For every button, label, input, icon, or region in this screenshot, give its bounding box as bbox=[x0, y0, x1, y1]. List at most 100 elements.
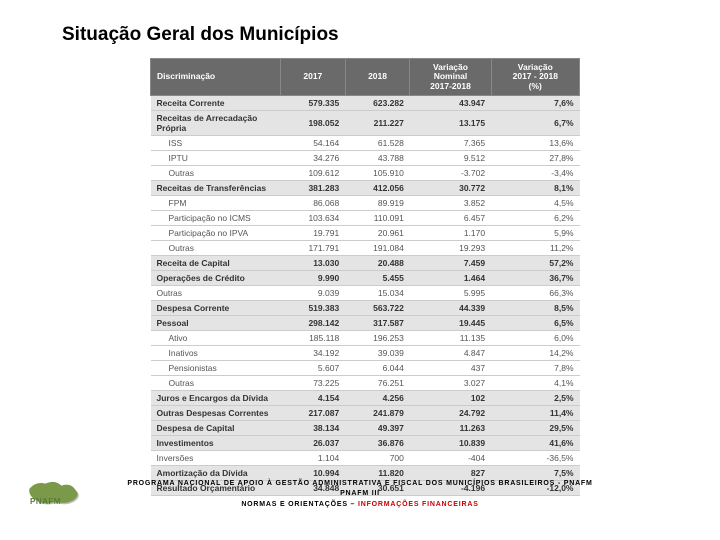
table-cell: 700 bbox=[345, 451, 410, 466]
table-cell: 10.839 bbox=[410, 436, 491, 451]
table-cell: Participação no IPVA bbox=[151, 226, 281, 241]
table-row: IPTU34.27643.7889.51227,8% bbox=[151, 151, 580, 166]
table-cell: 11.135 bbox=[410, 331, 491, 346]
table-cell: 1.170 bbox=[410, 226, 491, 241]
table-cell: 6,5% bbox=[491, 316, 579, 331]
table-cell: 241.879 bbox=[345, 406, 410, 421]
table-cell: Outras bbox=[151, 241, 281, 256]
table-cell: 2,5% bbox=[491, 391, 579, 406]
table-cell: 86.068 bbox=[281, 196, 346, 211]
table-cell: 34.192 bbox=[281, 346, 346, 361]
table-cell: 196.253 bbox=[345, 331, 410, 346]
table-cell: ISS bbox=[151, 136, 281, 151]
table-cell: 4,5% bbox=[491, 196, 579, 211]
table-row: Receita Corrente579.335623.28243.9477,6% bbox=[151, 96, 580, 111]
table-cell: 1.464 bbox=[410, 271, 491, 286]
table-cell: 185.118 bbox=[281, 331, 346, 346]
table-cell: 13.175 bbox=[410, 111, 491, 136]
table-cell: -3.702 bbox=[410, 166, 491, 181]
table-cell: FPM bbox=[151, 196, 281, 211]
table-cell: Receitas de Arrecadação Própria bbox=[151, 111, 281, 136]
table-row: Outras109.612105.910-3.702-3,4% bbox=[151, 166, 580, 181]
table-row: ISS54.16461.5287.36513,6% bbox=[151, 136, 580, 151]
table-cell: Investimentos bbox=[151, 436, 281, 451]
table-cell: 211.227 bbox=[345, 111, 410, 136]
table-cell: 437 bbox=[410, 361, 491, 376]
table-cell: 5,9% bbox=[491, 226, 579, 241]
table-cell: 41,6% bbox=[491, 436, 579, 451]
footer: PROGRAMA NACIONAL DE APOIO À GESTÃO ADMI… bbox=[0, 479, 720, 511]
table-cell: -404 bbox=[410, 451, 491, 466]
table-cell: Juros e Encargos da Dívida bbox=[151, 391, 281, 406]
table-cell: 14,2% bbox=[491, 346, 579, 361]
table-cell: 412.056 bbox=[345, 181, 410, 196]
table-cell: 20.961 bbox=[345, 226, 410, 241]
table-cell: Pensionistas bbox=[151, 361, 281, 376]
table-cell: Receita de Capital bbox=[151, 256, 281, 271]
table-cell: 217.087 bbox=[281, 406, 346, 421]
table-cell: 43.947 bbox=[410, 96, 491, 111]
table-cell: 171.791 bbox=[281, 241, 346, 256]
table-cell: 61.528 bbox=[345, 136, 410, 151]
table-cell: 563.722 bbox=[345, 301, 410, 316]
table-cell: Outras Despesas Correntes bbox=[151, 406, 281, 421]
table-cell: Outras bbox=[151, 286, 281, 301]
table-cell: 6,0% bbox=[491, 331, 579, 346]
table-row: Despesa de Capital38.13449.39711.26329,5… bbox=[151, 421, 580, 436]
table-row: Receitas de Arrecadação Própria198.05221… bbox=[151, 111, 580, 136]
table-cell: 8,1% bbox=[491, 181, 579, 196]
table-cell: 66,3% bbox=[491, 286, 579, 301]
table-cell: 11.263 bbox=[410, 421, 491, 436]
table-cell: Participação no ICMS bbox=[151, 211, 281, 226]
table-cell: 298.142 bbox=[281, 316, 346, 331]
table-cell: 6.457 bbox=[410, 211, 491, 226]
table-row: Outras Despesas Correntes217.087241.8792… bbox=[151, 406, 580, 421]
col-header: VariaçãoNominal2017-2018 bbox=[410, 59, 491, 96]
table-row: Pessoal298.142317.58719.4456,5% bbox=[151, 316, 580, 331]
table-cell: 5.995 bbox=[410, 286, 491, 301]
footer-line2: PNAFM III bbox=[0, 489, 720, 500]
table-row: Operações de Crédito9.9905.4551.46436,7% bbox=[151, 271, 580, 286]
finance-table: Discriminação20172018VariaçãoNominal2017… bbox=[150, 58, 580, 496]
table-cell: 11,4% bbox=[491, 406, 579, 421]
table-cell: 30.772 bbox=[410, 181, 491, 196]
table-cell: Despesa de Capital bbox=[151, 421, 281, 436]
table-cell: -36,5% bbox=[491, 451, 579, 466]
table-cell: 19.791 bbox=[281, 226, 346, 241]
table-cell: 19.445 bbox=[410, 316, 491, 331]
table-cell: 7.365 bbox=[410, 136, 491, 151]
table-row: Participação no ICMS103.634110.0916.4576… bbox=[151, 211, 580, 226]
table-cell: Outras bbox=[151, 166, 281, 181]
table-row: Ativo185.118196.25311.1356,0% bbox=[151, 331, 580, 346]
page-title: Situação Geral dos Municípios bbox=[62, 24, 339, 46]
table-cell: 4.847 bbox=[410, 346, 491, 361]
table-cell: 73.225 bbox=[281, 376, 346, 391]
table-cell: Outras bbox=[151, 376, 281, 391]
table-cell: 109.612 bbox=[281, 166, 346, 181]
table-cell: -3,4% bbox=[491, 166, 579, 181]
table-cell: 27,8% bbox=[491, 151, 579, 166]
table-cell: Pessoal bbox=[151, 316, 281, 331]
col-header: Discriminação bbox=[151, 59, 281, 96]
table-cell: 198.052 bbox=[281, 111, 346, 136]
table-cell: IPTU bbox=[151, 151, 281, 166]
table-cell: 7.459 bbox=[410, 256, 491, 271]
table-cell: 13,6% bbox=[491, 136, 579, 151]
table-row: FPM86.06889.9193.8524,5% bbox=[151, 196, 580, 211]
table-cell: 43.788 bbox=[345, 151, 410, 166]
table-cell: 9.039 bbox=[281, 286, 346, 301]
table-cell: 105.910 bbox=[345, 166, 410, 181]
table-cell: 38.134 bbox=[281, 421, 346, 436]
table-cell: 4,1% bbox=[491, 376, 579, 391]
table-cell: 13.030 bbox=[281, 256, 346, 271]
table-cell: 102 bbox=[410, 391, 491, 406]
table-row: Inativos34.19239.0394.84714,2% bbox=[151, 346, 580, 361]
table-cell: 110.091 bbox=[345, 211, 410, 226]
table-cell: 3.852 bbox=[410, 196, 491, 211]
table-cell: 26.037 bbox=[281, 436, 346, 451]
col-header: 2017 bbox=[281, 59, 346, 96]
table-cell: 7,6% bbox=[491, 96, 579, 111]
table-cell: 317.587 bbox=[345, 316, 410, 331]
table-cell: 36.876 bbox=[345, 436, 410, 451]
table-cell: 15.034 bbox=[345, 286, 410, 301]
